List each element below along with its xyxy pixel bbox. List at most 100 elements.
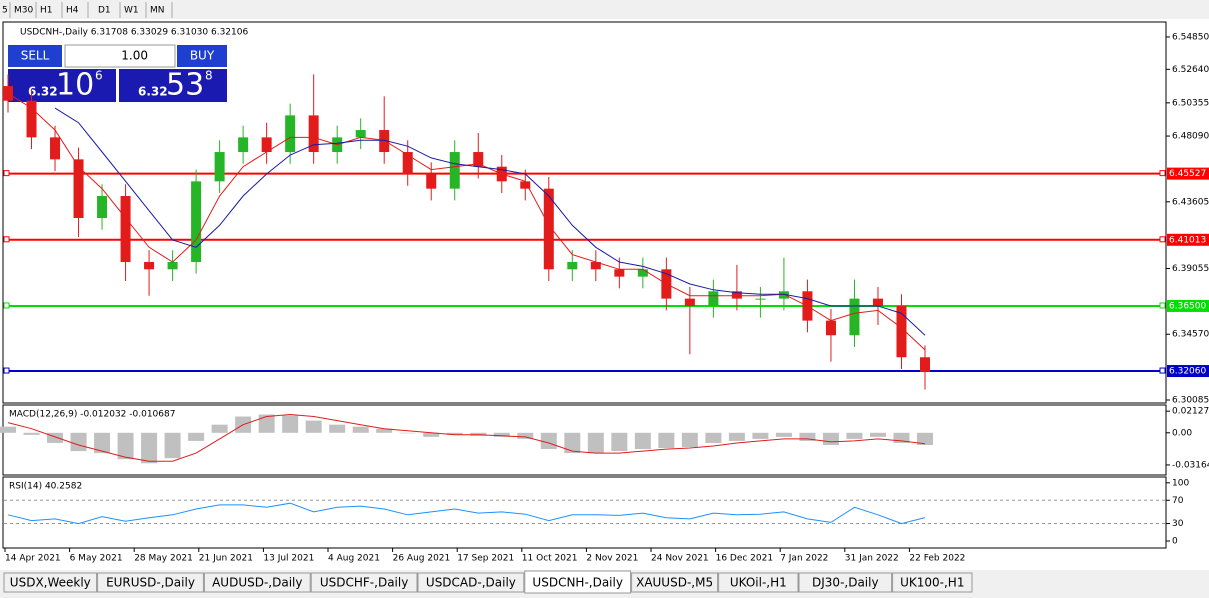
level-label-box <box>1167 299 1209 312</box>
x-tick-label: 11 Oct 2021 <box>522 554 578 564</box>
candle-body <box>778 291 789 299</box>
x-tick-label: 21 Jun 2021 <box>199 554 253 564</box>
level-label-box <box>1167 233 1209 246</box>
sell-price[interactable] <box>8 69 116 102</box>
candle-body <box>473 152 484 167</box>
timeframe-button[interactable]: 5 <box>2 6 8 16</box>
macd-title: MACD(12,26,9) -0.012032 -0.010687 <box>9 410 175 420</box>
candle-body <box>214 152 225 182</box>
candle-body <box>402 152 413 175</box>
candle-body <box>191 181 202 262</box>
macd-bar <box>893 432 910 443</box>
chart-title: USDCNH-,Daily 6.31708 6.33029 6.31030 6.… <box>20 28 248 38</box>
tab[interactable] <box>417 572 525 593</box>
y-tick-label: 6.43605 <box>1172 197 1209 207</box>
macd-bar <box>117 432 134 460</box>
level-handle <box>3 367 10 374</box>
candle-body <box>896 305 907 358</box>
level-handle <box>3 302 10 309</box>
candle-body <box>614 269 625 277</box>
macd-bar <box>399 432 416 434</box>
macd-bar <box>822 432 839 445</box>
timeframe-button[interactable]: MN <box>150 6 165 16</box>
candle-body <box>308 115 319 153</box>
candle-body <box>920 357 930 372</box>
tab[interactable] <box>892 572 973 593</box>
rsi-title: RSI(14) 40.2582 <box>9 482 82 492</box>
level-handle <box>1159 170 1166 177</box>
x-tick-label: 2 Nov 2021 <box>586 554 638 564</box>
macd-bar <box>70 432 87 452</box>
tab-label: USDX,Weekly <box>10 576 91 590</box>
tab[interactable] <box>524 570 632 594</box>
price-frame <box>2 21 1167 404</box>
candle-body <box>355 130 366 138</box>
candle-body <box>637 269 648 277</box>
y-tick-label: 0 <box>1172 537 1178 547</box>
macd-bar <box>141 432 158 464</box>
sell-button[interactable] <box>8 45 62 67</box>
lot-input[interactable] <box>64 44 176 68</box>
candle-body <box>261 137 272 153</box>
candle-body <box>238 137 249 153</box>
x-tick-label: 13 Jul 2021 <box>263 554 314 564</box>
macd-bar <box>634 432 651 450</box>
x-tick-label: 16 Dec 2021 <box>716 554 774 564</box>
macd-bar <box>446 432 463 435</box>
x-tick-label: 17 Sep 2021 <box>457 554 514 564</box>
macd-bar <box>305 420 322 433</box>
x-tick-label: 28 May 2021 <box>134 554 193 564</box>
timeframe-button[interactable]: M30 <box>14 6 33 16</box>
candle-body <box>567 261 578 270</box>
tab[interactable] <box>631 572 719 593</box>
y-tick-label: 6.48090 <box>1172 132 1209 142</box>
tab[interactable] <box>798 572 893 593</box>
tab[interactable] <box>310 572 418 593</box>
macd-bar <box>846 432 863 439</box>
level-handle <box>3 170 10 177</box>
candle-body <box>26 100 37 138</box>
tab-label: AUDUSD-,Daily <box>212 576 302 590</box>
y-tick-label: 6.39055 <box>1172 264 1209 274</box>
level-handle <box>1159 302 1166 309</box>
candle-body <box>449 152 460 189</box>
candle-body <box>426 174 437 189</box>
candle-body <box>708 291 719 306</box>
macd-bar <box>164 432 181 459</box>
tab[interactable] <box>3 572 98 593</box>
tab[interactable] <box>203 572 311 593</box>
candle-body <box>849 298 860 336</box>
macd-bar <box>775 432 792 437</box>
buy-prefix: 6.32 <box>138 85 168 99</box>
level-label-box <box>1167 365 1209 378</box>
tab[interactable] <box>718 572 799 593</box>
candle-body <box>167 261 178 270</box>
level-label: 6.45527 <box>1169 169 1206 179</box>
timeframe-button[interactable]: H1 <box>40 6 53 16</box>
tab-label: UKOil-,H1 <box>730 576 787 590</box>
buy-price[interactable] <box>119 69 227 102</box>
macd-bar <box>493 432 510 437</box>
macd-bar <box>423 432 440 437</box>
buy-big: 53 <box>166 68 204 103</box>
level-label: 6.41013 <box>1169 235 1206 245</box>
x-tick-label: 26 Aug 2021 <box>393 554 451 564</box>
macd-bar <box>728 432 745 441</box>
level-handle <box>3 236 10 243</box>
level-label: 6.36500 <box>1169 301 1206 311</box>
tab-label: USDCNH-,Daily <box>532 576 623 590</box>
candle-body <box>3 86 13 101</box>
buy-sup: 8 <box>205 69 213 83</box>
timeframe-button[interactable]: H4 <box>66 6 79 16</box>
sell-label: SELL <box>21 49 50 63</box>
tab[interactable] <box>97 572 204 593</box>
y-tick-label: 6.30085 <box>1172 395 1209 405</box>
macd-bar <box>658 432 675 449</box>
trade-panel: SELL 1.00 BUY 6.32 10 6 6.32 53 8 <box>8 44 227 103</box>
level-label-box <box>1167 167 1209 180</box>
candle-body <box>590 261 601 270</box>
timeframe-button[interactable]: W1 <box>124 6 139 16</box>
macd-bar <box>587 432 604 454</box>
timeframe-button[interactable]: D1 <box>98 6 111 16</box>
buy-button[interactable] <box>177 45 227 67</box>
